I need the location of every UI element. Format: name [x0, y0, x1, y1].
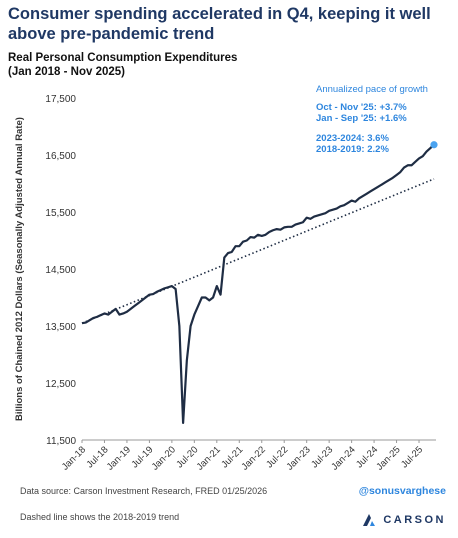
x-tick-label: Jan-19	[105, 444, 133, 472]
x-tick-label: Jan-22	[240, 444, 268, 472]
author-handle: @sonusvarghese	[358, 485, 446, 497]
growth-annotation-line: 2018-2019: 2.2%	[316, 144, 389, 155]
x-tick-label: Jan-24	[329, 444, 357, 472]
chart-title-block: Real Personal Consumption Expenditures (…	[8, 51, 448, 79]
chart-headline: Consumer spending accelerated in Q4, kee…	[8, 5, 431, 43]
y-tick-label: 13,500	[45, 322, 76, 333]
growth-annotation-line: 2023-2024: 3.6%	[316, 133, 389, 144]
y-tick-label: 14,500	[45, 265, 76, 276]
pce-series-line	[81, 143, 435, 424]
y-tick-label: 17,500	[45, 94, 76, 105]
carson-logo-icon	[363, 514, 376, 526]
latest-value-marker	[430, 141, 438, 149]
x-tick-label: Jan-20	[150, 444, 178, 472]
series-group	[81, 141, 438, 424]
trend-line-2018-2019	[81, 178, 435, 324]
y-tick-label: 11,500	[46, 436, 76, 447]
x-tick-label: Jul-25	[399, 444, 425, 470]
y-axis-label: Billions of Chained 2012 Dollars (Season…	[14, 117, 25, 421]
x-tick-label: Jan-25	[374, 444, 402, 472]
growth-annotation-line: Oct - Nov '25: +3.7%	[316, 102, 407, 113]
y-axis-ticks: 11,500 12,500 13,500 14,500 15,500 16,500 17,5…	[45, 94, 76, 447]
x-tick-label: Jan-21	[195, 444, 223, 472]
x-axis-ticks: Jan-18Jul-18Jan-19Jul-19Jan-20Jul-20Jan-…	[60, 440, 425, 473]
growth-annotation-title: Annualized pace of growth	[316, 84, 428, 95]
growth-annotation-line: Jan - Sep '25: +1.6%	[316, 113, 407, 124]
y-tick-label: 16,500	[45, 151, 76, 162]
y-tick-label: 12,500	[45, 379, 76, 390]
y-tick-label: 15,500	[45, 208, 76, 219]
growth-annotations: Annualized pace of growth Oct - Nov '25: …	[316, 84, 428, 155]
chart-subtitle: (Jan 2018 - Nov 2025)	[8, 66, 125, 78]
x-tick-label: Jan-23	[284, 444, 312, 472]
data-source: Data source: Carson Investment Research,…	[20, 486, 268, 496]
carson-logo: CARSON	[361, 512, 446, 528]
x-tick-label: Jan-18	[60, 444, 88, 472]
carson-brand-text: CARSON	[383, 514, 446, 526]
chart-title: Real Personal Consumption Expenditures	[8, 52, 238, 64]
trend-note: Dashed line shows the 2018-2019 trend	[20, 512, 180, 522]
